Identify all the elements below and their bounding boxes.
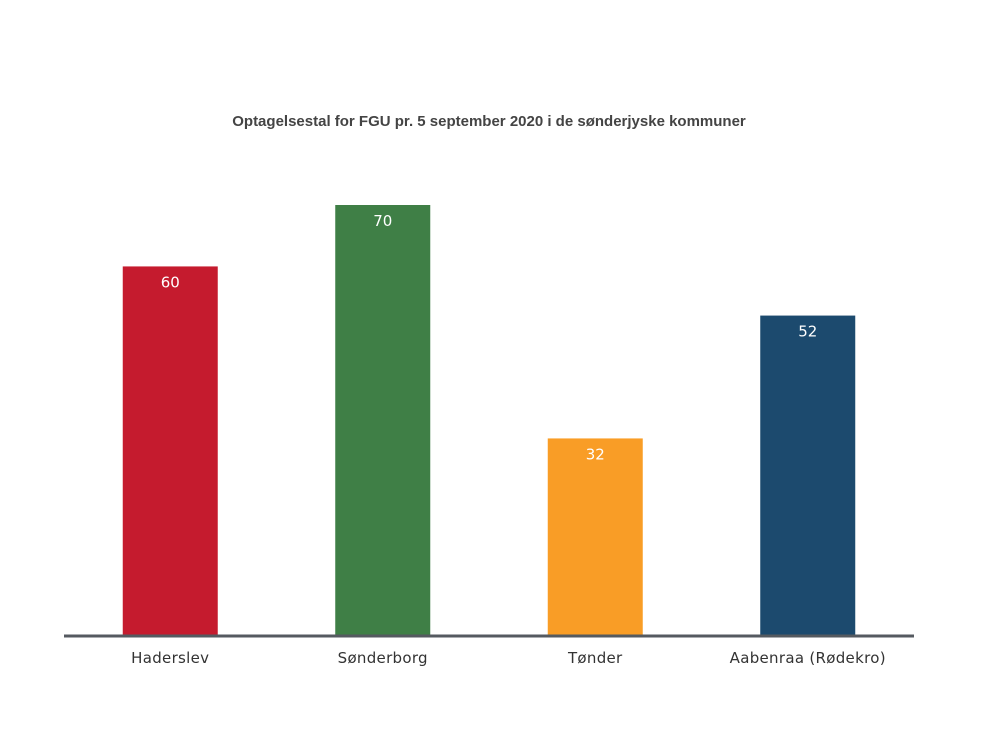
category-label-0: Haderslev	[131, 649, 209, 667]
data-label-1: 70	[373, 212, 392, 230]
bar-3	[760, 315, 856, 635]
bar-2	[547, 438, 643, 635]
bar-1	[335, 205, 431, 635]
bars-group: 60 70 32 52	[122, 205, 856, 635]
category-label-1: Sønderborg	[338, 649, 428, 667]
bar-0	[122, 266, 218, 635]
category-labels: Haderslev Sønderborg Tønder Aabenraa (Rødek…	[131, 649, 886, 667]
category-label-3: Aabenraa (Rødekro)	[730, 649, 886, 667]
chart-title: Optagelsestal for FGU pr. 5 september 20…	[232, 113, 746, 130]
category-label-2: Tønder	[567, 649, 623, 667]
data-label-0: 60	[161, 273, 180, 291]
data-label-2: 32	[586, 445, 605, 463]
data-label-3: 52	[798, 323, 817, 341]
